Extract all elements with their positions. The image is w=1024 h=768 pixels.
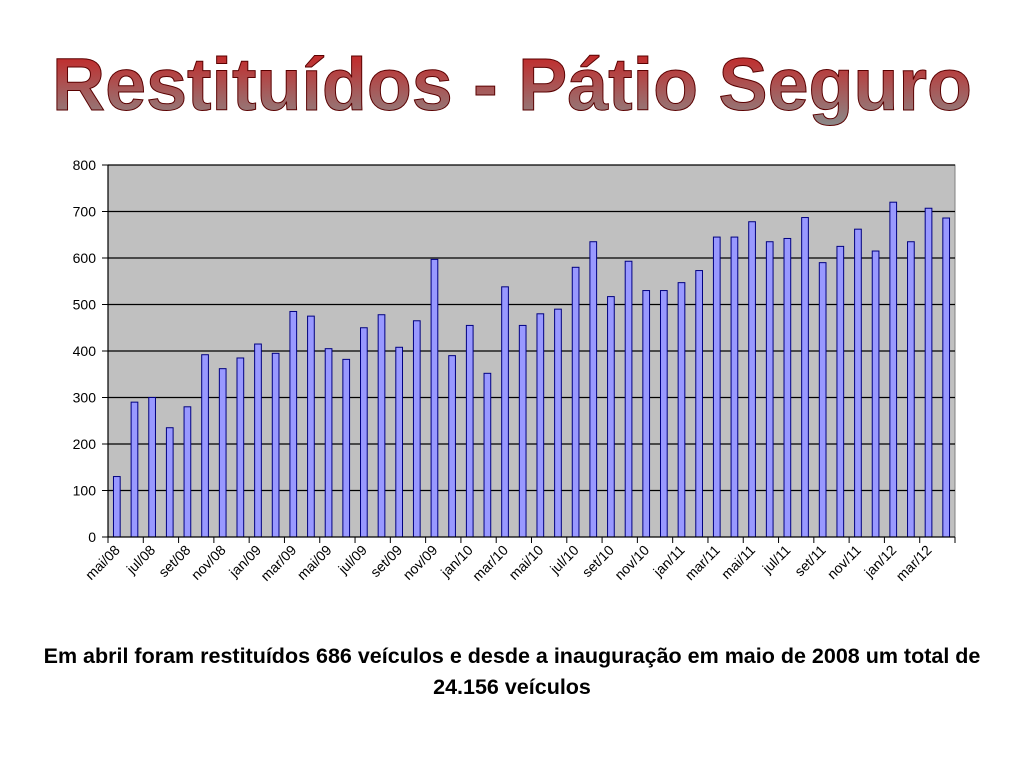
bar-set-10 xyxy=(607,296,615,538)
bar-jun-10 xyxy=(554,308,562,538)
summary-caption: Em abril foram restituídos 686 veículos … xyxy=(43,644,981,699)
x-tick-label: jul/10 xyxy=(546,542,582,578)
bar-nov-11 xyxy=(854,228,862,538)
x-tick-label: nov/10 xyxy=(611,542,652,583)
y-tick-label: 100 xyxy=(73,483,97,499)
x-tick-label: jul/09 xyxy=(334,542,370,578)
y-tick-label: 800 xyxy=(73,157,97,173)
bar-mai-11 xyxy=(748,221,756,538)
bar-jul-09 xyxy=(360,327,368,538)
bar-set-08 xyxy=(183,406,192,538)
gridlines xyxy=(108,164,955,492)
slide-title: Restituídos - Pátio Seguro xyxy=(52,43,973,127)
bar-fev-12 xyxy=(907,241,915,538)
bar-jan-10 xyxy=(465,324,474,538)
bar-ago-09 xyxy=(377,314,386,538)
bar-abr-12 xyxy=(942,217,951,538)
bar-jul-10 xyxy=(571,266,580,538)
bar-mar-10 xyxy=(501,286,509,538)
bar-ago-11 xyxy=(801,217,809,538)
bar-jun-09 xyxy=(342,358,351,538)
bar-dez-09 xyxy=(448,355,456,538)
bar-abr-09 xyxy=(307,315,315,538)
bar-mai-10 xyxy=(536,313,545,538)
x-axis-tick-labels: mai/08 jul/08set/08nov/08jan/09mar/09mai/… xyxy=(82,542,935,584)
y-tick-label: 0 xyxy=(88,529,96,545)
bar-jul-11 xyxy=(783,237,792,538)
bar-out-10 xyxy=(624,260,633,538)
y-axis-tick-labels: 0 100 200 300 400 500 600 700 800 xyxy=(73,157,97,545)
x-tick-label: jan/11 xyxy=(649,542,687,580)
bar-jan-09 xyxy=(254,343,262,538)
x-tick-label: mar/09 xyxy=(257,542,299,584)
bar-ago-10 xyxy=(589,241,598,538)
bar-out-09 xyxy=(412,320,421,538)
bar-nov-08 xyxy=(218,368,227,538)
bar-jun-08 xyxy=(130,401,139,538)
bar-mar-09 xyxy=(289,310,298,538)
bar-fev-09 xyxy=(271,352,280,538)
bar-dez-10 xyxy=(659,290,668,538)
bar-mar-11 xyxy=(712,236,721,538)
slide-title-text: Restituídos - Pátio Seguro xyxy=(52,43,972,126)
x-tick-label: mai/11 xyxy=(718,542,758,582)
y-tick-label: 300 xyxy=(73,390,97,406)
bar-set-09 xyxy=(395,346,404,538)
bar-fev-10 xyxy=(483,372,492,538)
bar-mai-09 xyxy=(324,348,333,538)
x-tick-label: mar/12 xyxy=(893,542,935,584)
bar-out-11 xyxy=(836,245,845,538)
x-tick-label: mai/09 xyxy=(294,542,335,583)
x-tick-label: set/11 xyxy=(791,542,829,580)
x-tick-label: mar/11 xyxy=(682,542,724,584)
bar-abr-11 xyxy=(730,236,739,538)
bar-dez-11 xyxy=(871,250,880,538)
y-tick-label: 500 xyxy=(73,297,97,313)
x-tick-label: mar/10 xyxy=(469,542,511,584)
x-tick-label: nov/08 xyxy=(188,542,229,583)
bar-mai-08 xyxy=(112,476,121,538)
y-tick-label: 700 xyxy=(73,204,97,220)
bar-nov-10 xyxy=(642,290,651,538)
bar-jun-11 xyxy=(765,241,774,538)
x-tick-label: nov/11 xyxy=(824,542,864,582)
bar-mar-12 xyxy=(924,207,933,538)
bars xyxy=(112,201,951,538)
y-tick-label: 400 xyxy=(73,343,97,359)
x-tick-label: mai/08 xyxy=(82,542,123,583)
x-tick-label: set/09 xyxy=(367,542,405,580)
y-tick-label: 200 xyxy=(73,436,97,452)
x-tick-label: nov/09 xyxy=(400,542,441,583)
x-tick-label: set/08 xyxy=(155,542,193,580)
y-tick-label: 600 xyxy=(73,250,97,266)
bar-set-11 xyxy=(818,262,827,538)
restituidos-bar-chart: 0 100 200 300 400 500 600 700 800 mai/08 jul/08 se… xyxy=(0,150,1024,630)
axes xyxy=(102,164,956,543)
x-tick-label: jul/11 xyxy=(759,542,794,577)
bar-fev-11 xyxy=(695,270,703,538)
bar-out-08 xyxy=(201,354,209,538)
bar-dez-08 xyxy=(236,357,245,538)
x-tick-label: set/10 xyxy=(579,542,617,580)
x-tick-label: mai/10 xyxy=(505,542,546,583)
x-tick-label: jul/08 xyxy=(123,542,159,578)
bar-ago-08 xyxy=(165,427,174,538)
bar-jul-08 xyxy=(148,397,156,538)
bar-nov-09 xyxy=(430,258,439,538)
bar-jan-12 xyxy=(889,201,898,538)
bar-abr-10 xyxy=(518,324,527,538)
bar-jan-11 xyxy=(677,282,686,538)
